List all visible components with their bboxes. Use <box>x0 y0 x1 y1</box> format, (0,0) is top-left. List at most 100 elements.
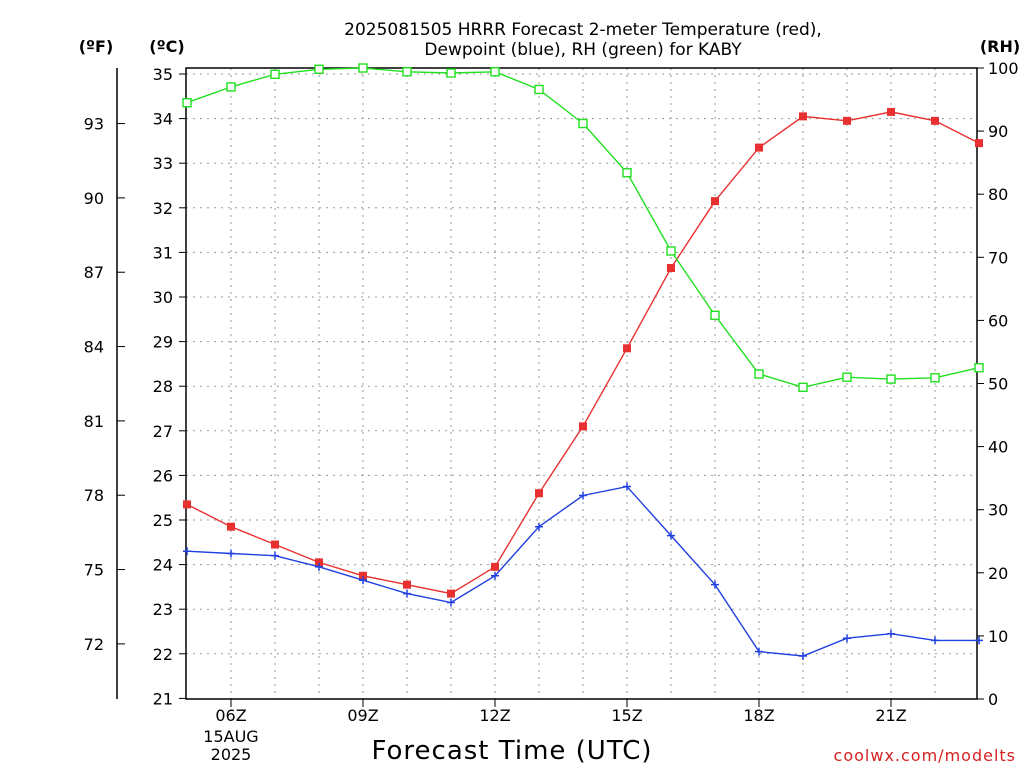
fahrenheit-tick-label: 87 <box>84 263 104 282</box>
celsius-tick-label: 23 <box>153 600 173 619</box>
date-label-day: 15AUG <box>203 727 258 746</box>
temperature-point <box>887 107 895 116</box>
rh-point <box>270 69 280 80</box>
x-tick-label: 21Z <box>875 706 906 725</box>
dewpoint-point <box>535 522 543 531</box>
rh-point <box>226 82 236 92</box>
rh-point <box>974 363 984 373</box>
axes <box>116 67 984 707</box>
rh-tick-label: 60 <box>988 311 1008 330</box>
dewpoint-point <box>227 549 235 558</box>
x-axis-title: Forecast Time (UTC) <box>371 736 652 766</box>
temperature-point <box>491 562 499 571</box>
x-tick-label: 06Z <box>215 706 246 725</box>
temperature-point <box>755 143 763 152</box>
temperature-point <box>579 422 587 431</box>
rh-point <box>886 374 896 384</box>
dewpoint-point <box>271 551 279 560</box>
dewpoint-point <box>447 598 455 607</box>
celsius-tick-label: 32 <box>153 199 173 218</box>
dewpoint-point <box>315 562 323 571</box>
dewpoint-point <box>887 629 895 638</box>
dewpoint-point <box>491 571 499 580</box>
chart-title-line2: Dewpoint (blue), RH (green) for KABY <box>424 40 742 60</box>
rh-point <box>666 246 676 256</box>
temperature-point <box>623 344 631 353</box>
rh-point <box>930 373 940 383</box>
tick-labels: 21 22 23 24 25 26 27 28 29 30 31 32 33 34 35 72 75 78 81 84… <box>84 59 1019 725</box>
rh-point <box>710 310 720 321</box>
fahrenheit-tick-label: 78 <box>84 486 104 505</box>
rh-point <box>182 98 192 108</box>
rh-point <box>622 168 632 178</box>
celsius-tick-label: 26 <box>153 466 173 485</box>
temperature-point <box>315 558 323 567</box>
celsius-unit-label: (ºC) <box>149 37 184 56</box>
celsius-tick-label: 27 <box>153 422 173 441</box>
celsius-tick-label: 21 <box>153 689 173 708</box>
plot-frame <box>185 67 978 700</box>
celsius-tick-label: 33 <box>153 154 173 173</box>
fahrenheit-tick-label: 84 <box>84 338 104 357</box>
dewpoint-point <box>755 647 763 656</box>
celsius-tick-label: 31 <box>153 243 173 262</box>
rh-tick-label: 70 <box>988 248 1008 267</box>
rh-line <box>186 67 980 389</box>
rh-point <box>358 63 368 73</box>
temperature-point <box>535 489 543 498</box>
celsius-tick-label: 28 <box>153 377 173 396</box>
temperature-point <box>227 522 235 531</box>
x-tick-label: 18Z <box>743 706 774 725</box>
temperature-point <box>183 500 191 509</box>
celsius-tick-label: 25 <box>153 511 173 530</box>
date-label-year: 2025 <box>211 745 252 764</box>
credit-label: coolwx.com/modelts <box>834 746 1016 765</box>
fahrenheit-tick-label: 93 <box>84 115 104 134</box>
dewpoint-point <box>183 547 191 556</box>
rh-tick-label: 10 <box>988 627 1008 646</box>
rh-point <box>314 64 324 74</box>
temperature-line <box>186 111 980 595</box>
fahrenheit-tick-label: 75 <box>84 561 104 580</box>
chart-title-line1: 2025081505 HRRR Forecast 2-meter Tempera… <box>344 20 822 40</box>
x-tick-label: 09Z <box>347 706 378 725</box>
dewpoint-point <box>359 576 367 585</box>
rh-point <box>754 369 764 379</box>
rh-point <box>490 67 500 77</box>
rh-tick-label: 30 <box>988 501 1008 520</box>
dewpoint-line <box>186 485 979 657</box>
rh-tick-label: 90 <box>988 122 1008 141</box>
rh-tick-label: 40 <box>988 438 1008 457</box>
temperature-point <box>359 571 367 580</box>
rh-tick-label: 0 <box>988 690 998 709</box>
fahrenheit-tick-label: 72 <box>84 635 104 654</box>
dewpoint-point <box>579 491 587 500</box>
temperature-point <box>403 580 411 589</box>
dewpoint-point <box>623 482 631 491</box>
rh-tick-label: 80 <box>988 185 1008 204</box>
rh-tick-label: 20 <box>988 564 1008 583</box>
fahrenheit-tick-label: 81 <box>84 412 104 431</box>
rh-tick-label: 100 <box>988 59 1019 78</box>
rh-tick-label: 50 <box>988 375 1008 394</box>
temperature-point <box>667 264 675 273</box>
celsius-tick-label: 22 <box>153 645 173 664</box>
celsius-tick-label: 34 <box>153 110 173 129</box>
temperature-point <box>931 116 939 125</box>
fahrenheit-unit-label: (ºF) <box>79 37 114 56</box>
dewpoint-point <box>931 636 939 645</box>
temperature-point <box>711 197 719 206</box>
x-tick-label: 15Z <box>611 706 642 725</box>
celsius-tick-label: 29 <box>153 333 173 352</box>
dewpoint-point <box>799 652 807 661</box>
rh-point <box>578 118 588 129</box>
celsius-tick-label: 35 <box>153 65 173 84</box>
fahrenheit-tick-label: 90 <box>84 189 104 208</box>
rh-point <box>446 68 456 78</box>
grid-lines <box>186 68 977 699</box>
celsius-tick-label: 30 <box>153 288 173 307</box>
x-tick-label: 12Z <box>479 706 510 725</box>
dewpoint-point <box>403 589 411 598</box>
celsius-tick-label: 24 <box>153 556 173 575</box>
temperature-point <box>799 112 807 121</box>
